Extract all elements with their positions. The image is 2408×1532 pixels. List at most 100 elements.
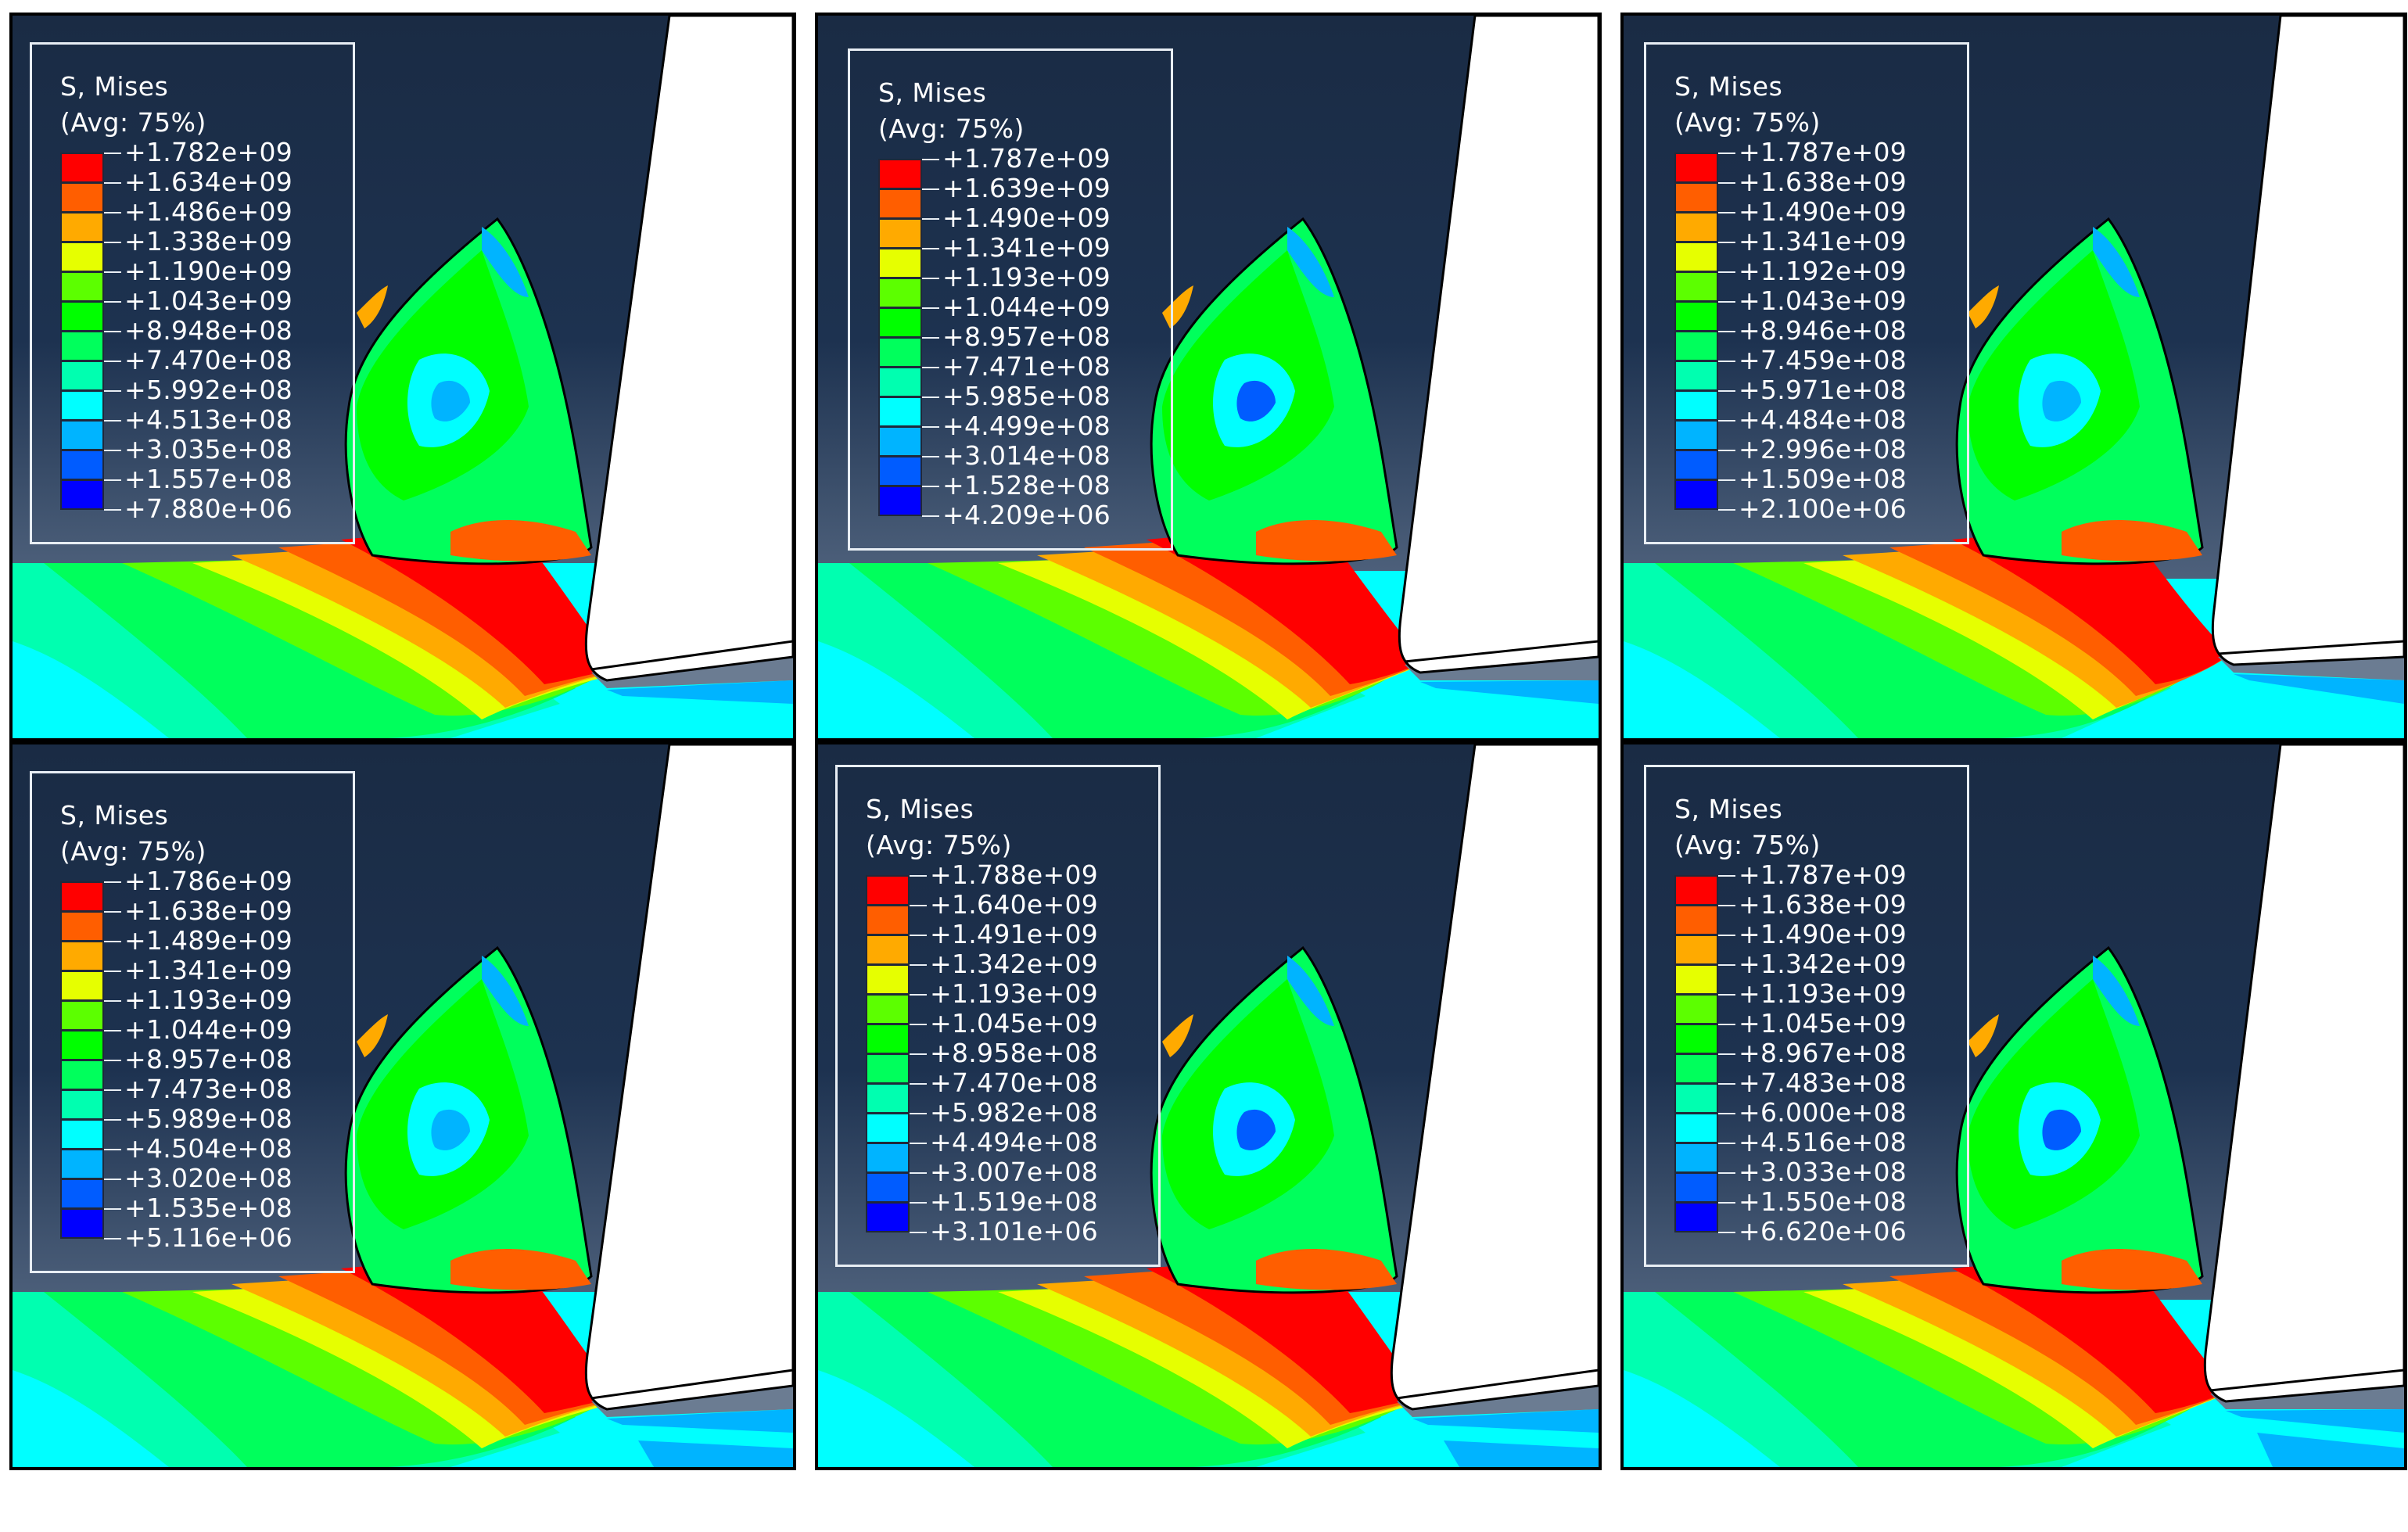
legend-swatch <box>1674 390 1718 421</box>
legend-tick <box>104 1089 121 1091</box>
legend-value: +1.788e+09 <box>930 859 1099 890</box>
legend-value: +1.342e+09 <box>1739 949 1907 979</box>
stress-contour-plot <box>818 16 1599 738</box>
legend-value: +1.193e+09 <box>1739 978 1907 1009</box>
legend-tick <box>1718 361 1735 362</box>
stress-contour-plot <box>1624 16 2404 738</box>
legend-tick <box>1718 182 1735 184</box>
legend-value: +8.967e+08 <box>1739 1038 1907 1068</box>
chip <box>344 945 593 1294</box>
legend-swatch <box>866 1143 910 1173</box>
legend-value: +1.557e+08 <box>124 464 293 494</box>
legend-tick <box>910 935 927 936</box>
legend-swatch <box>60 390 104 421</box>
legend-tick <box>1718 1024 1735 1025</box>
legend-tick <box>910 1143 927 1144</box>
legend-tick <box>1718 994 1735 996</box>
legend-swatch <box>60 1030 104 1060</box>
legend-tick <box>1718 1202 1735 1204</box>
legend-swatch <box>866 1202 910 1232</box>
legend-tick <box>104 1030 121 1031</box>
legend-swatch <box>60 212 104 242</box>
legend-swatch <box>878 367 922 397</box>
legend-swatch <box>1674 1024 1718 1054</box>
legend-value: +1.045e+09 <box>930 1008 1099 1039</box>
legend-title: S, Mises <box>60 71 169 102</box>
legend-tick <box>910 875 927 877</box>
legend-title: S, Mises <box>1674 71 1783 102</box>
legend-tick <box>104 509 121 511</box>
legend-value: +1.787e+09 <box>1739 137 1907 167</box>
legend-tick <box>910 994 927 996</box>
legend-value: +1.193e+09 <box>942 262 1111 292</box>
legend-tick <box>104 390 121 392</box>
legend-value: +8.948e+08 <box>124 315 293 346</box>
legend-value: +3.101e+06 <box>930 1216 1099 1247</box>
legend-swatch <box>1674 479 1718 510</box>
legend-tick <box>104 1208 121 1210</box>
legend-value: +1.491e+09 <box>930 919 1099 949</box>
legend-value: +1.490e+09 <box>1739 196 1907 227</box>
legend-tick <box>1718 905 1735 906</box>
legend-tick <box>1718 479 1735 481</box>
legend-swatch <box>1674 182 1718 213</box>
legend-value: +8.946e+08 <box>1739 315 1907 346</box>
legend-tick <box>104 301 121 303</box>
legend-swatch <box>878 278 922 308</box>
legend-subtitle: (Avg: 75%) <box>866 830 1012 860</box>
legend-tick <box>104 152 121 154</box>
legend-tick <box>104 1119 121 1121</box>
legend-value: +4.209e+06 <box>942 500 1111 530</box>
legend-tick <box>104 971 121 972</box>
cutting-tool <box>1390 744 1599 1411</box>
legend-value: +1.045e+09 <box>1739 1008 1907 1039</box>
legend-value: +1.043e+09 <box>124 285 293 316</box>
legend-tick <box>1718 935 1735 936</box>
legend-tick <box>922 486 939 487</box>
stress-contour-plot <box>13 744 793 1467</box>
legend-tick <box>104 479 121 481</box>
legend-tick <box>910 1113 927 1114</box>
legend-tick <box>1718 152 1735 154</box>
legend-value: +7.473e+08 <box>124 1074 293 1104</box>
legend-tick <box>910 905 927 906</box>
legend-tick <box>910 1202 927 1204</box>
legend-tick <box>104 1000 121 1002</box>
legend-swatch <box>60 1119 104 1150</box>
legend-tick <box>910 1024 927 1025</box>
legend-value: +1.489e+09 <box>124 925 293 956</box>
legend-value: +4.494e+08 <box>930 1127 1099 1157</box>
contour-panel-top-middle: S, Mises (Avg: 75%) +1.787e+09 +1.639e+09 +1… <box>815 13 1602 741</box>
legend-swatch <box>878 337 922 368</box>
legend-tick <box>104 450 121 451</box>
legend-swatch <box>60 182 104 213</box>
legend-value: +5.982e+08 <box>930 1097 1099 1128</box>
stress-contour-plot <box>13 16 793 738</box>
legend-tick <box>910 1232 927 1233</box>
legend-tick <box>910 1172 927 1174</box>
legend-swatch <box>1674 450 1718 480</box>
legend-tick <box>104 212 121 213</box>
legend-swatch <box>878 248 922 278</box>
legend-swatch <box>878 159 922 189</box>
legend-swatch <box>866 1083 910 1114</box>
chip <box>1955 945 2204 1294</box>
contour-legend: S, Mises (Avg: 75%) +1.787e+09 +1.639e+09 +1… <box>848 48 1173 551</box>
legend-tick <box>922 278 939 279</box>
legend-swatch <box>60 1149 104 1179</box>
legend-value: +4.516e+08 <box>1739 1127 1907 1157</box>
workpiece-contours <box>818 1253 1599 1467</box>
legend-swatch <box>60 941 104 971</box>
legend-value: +3.035e+08 <box>124 434 293 465</box>
legend-value: +8.957e+08 <box>942 321 1111 352</box>
legend-swatch <box>878 188 922 219</box>
legend-tick <box>104 420 121 422</box>
legend-tick <box>910 1053 927 1055</box>
legend-value: +1.486e+09 <box>124 196 293 227</box>
legend-swatch <box>1674 994 1718 1024</box>
legend-value: +1.639e+09 <box>942 173 1111 203</box>
legend-swatch <box>878 456 922 486</box>
legend-value: +7.470e+08 <box>124 345 293 375</box>
chip <box>1150 217 1398 565</box>
legend-value: +5.971e+08 <box>1739 375 1907 405</box>
